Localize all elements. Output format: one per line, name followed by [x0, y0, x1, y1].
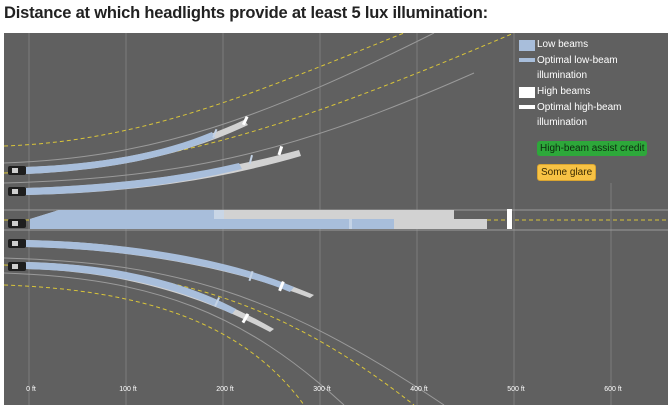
optimal-high-marker-left-inner — [277, 145, 284, 156]
road-edge-left-outer — [4, 33, 435, 164]
legend-item-high-beams: High beams — [519, 84, 665, 99]
legend: Low beams Optimal low-beam illumination … — [519, 37, 665, 131]
legend-swatch-high-beams — [519, 87, 535, 98]
optimal-low-marker-straight — [214, 210, 224, 219]
legend-swatch-low-beams — [519, 40, 535, 51]
optimal-low-marker-straight-2 — [349, 219, 352, 229]
low-beam-straight-upper — [30, 210, 214, 219]
legend-label-high-beams: High beams — [537, 86, 591, 97]
high-beam-assist-badge: High-beam assist credit — [537, 141, 648, 156]
glare-badge: Some glare — [537, 164, 597, 181]
optimal-low-marker-left-inner — [248, 154, 254, 165]
low-beam-right-inner — [26, 240, 294, 292]
axis-tick-400: 400 ft — [410, 386, 428, 393]
low-beam-left-outer — [26, 132, 215, 174]
optimal-high-marker-left-outer — [241, 115, 249, 126]
lane-line-left-curve — [4, 33, 515, 174]
legend-label-optimal-high-2: illumination — [537, 117, 588, 128]
optimal-low-marker-left-outer — [212, 128, 218, 139]
optimal-high-marker-straight — [507, 209, 512, 229]
beam-right-inner — [26, 240, 314, 298]
optimal-low-marker-right-inner — [248, 270, 254, 282]
axis-tick-0: 0 ft — [26, 386, 36, 393]
lane-line-right-curve-2 — [4, 284, 305, 405]
lane-line-right-curve — [4, 264, 415, 405]
optimal-high-marker-right-outer — [241, 313, 250, 324]
headlight-diagram: Low beams Optimal low-beam illumination … — [4, 33, 668, 405]
legend-label-low-beams: Low beams — [537, 39, 589, 50]
low-beam-right-outer — [26, 262, 236, 314]
car-top-view-icon — [8, 187, 26, 196]
beam-right-outer — [26, 262, 274, 332]
car-top-view-icon — [8, 239, 26, 248]
legend-item-low-beams: Low beams — [519, 37, 665, 52]
car-top-view-icon — [8, 262, 26, 271]
legend-label-optimal-low-1: Optimal low-beam — [537, 55, 618, 66]
beam-straight — [30, 209, 512, 229]
axis-tick-600: 600 ft — [604, 386, 622, 393]
axis-tick-500: 500 ft — [507, 386, 525, 393]
car-top-view-icon — [8, 166, 26, 175]
low-beam-left-inner — [26, 163, 242, 195]
legend-item-optimal-low: Optimal low-beam illumination — [519, 53, 665, 83]
legend-swatch-optimal-low — [519, 58, 535, 62]
axis-tick-200: 200 ft — [216, 386, 234, 393]
road-diagram-svg — [4, 33, 668, 405]
lane-line-left-curve-2 — [4, 33, 405, 147]
beam-left-inner — [26, 145, 301, 195]
legend-label-optimal-low-2: illumination — [537, 70, 588, 81]
vehicles — [8, 166, 26, 271]
legend-swatch-optimal-high — [519, 105, 535, 109]
legend-label-optimal-high-1: Optimal high-beam — [537, 102, 622, 113]
road-edge-right-inner — [4, 257, 445, 405]
optimal-high-marker-right-inner — [278, 280, 285, 292]
car-top-view-icon — [8, 219, 26, 228]
page-title: Distance at which headlights provide at … — [4, 4, 488, 22]
beam-left-outer — [26, 115, 249, 174]
road-edge-left-inner — [4, 72, 475, 184]
road-edge-right-outer — [4, 272, 345, 405]
axis-tick-300: 300 ft — [313, 386, 331, 393]
legend-item-optimal-high: Optimal high-beam illumination — [519, 100, 665, 130]
optimal-low-marker-right-outer — [213, 297, 221, 307]
axis-tick-100: 100 ft — [119, 386, 137, 393]
low-beam-straight-lower — [30, 219, 394, 229]
